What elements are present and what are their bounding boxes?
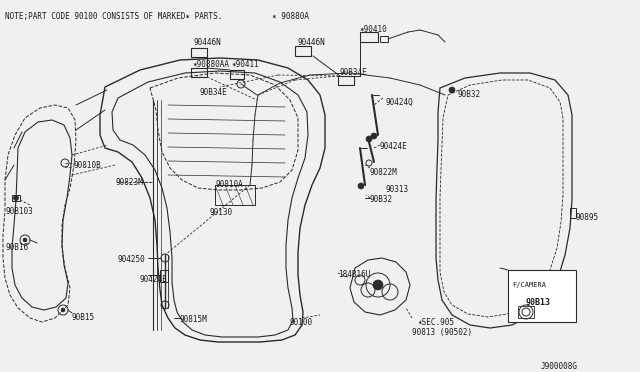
Text: 90810B: 90810B [74, 161, 102, 170]
Text: 90B103: 90B103 [5, 207, 33, 216]
Circle shape [449, 87, 455, 93]
Bar [508, 270, 576, 322]
Bar [12, 195, 20, 201]
Text: ✶90411: ✶90411 [232, 60, 260, 69]
Text: 90895: 90895 [576, 213, 599, 222]
Text: ✶SEC.905: ✶SEC.905 [418, 318, 455, 327]
Text: 90100: 90100 [290, 318, 313, 327]
Text: 90815M: 90815M [180, 315, 208, 324]
Circle shape [13, 196, 19, 201]
Text: 90424E: 90424E [140, 275, 168, 284]
Text: 90B16: 90B16 [5, 243, 28, 252]
Text: ✶90410: ✶90410 [360, 25, 388, 34]
Text: 184B16U: 184B16U [338, 270, 371, 279]
Bar [160, 270, 168, 282]
Bar [338, 76, 354, 85]
Bar [230, 70, 244, 79]
Circle shape [366, 136, 372, 142]
Text: 90446N: 90446N [193, 38, 221, 47]
Bar [360, 32, 378, 42]
Text: 90810A: 90810A [215, 180, 243, 189]
Text: 90B13: 90B13 [526, 298, 551, 307]
Bar [215, 185, 255, 205]
Circle shape [371, 133, 377, 139]
Circle shape [358, 183, 364, 189]
Text: ✶ 90880A: ✶ 90880A [272, 12, 309, 21]
Text: 90130: 90130 [210, 208, 233, 217]
Circle shape [61, 308, 65, 312]
Bar [191, 68, 207, 77]
Text: 90424Q: 90424Q [385, 98, 413, 107]
Bar [570, 208, 576, 218]
Text: 90823M: 90823M [115, 178, 143, 187]
Text: 90B15: 90B15 [72, 313, 95, 322]
Bar [518, 306, 534, 318]
Text: 904250: 904250 [117, 255, 145, 264]
Text: ✶90880AA: ✶90880AA [193, 60, 230, 69]
Text: 90B34E: 90B34E [340, 68, 368, 77]
Text: 90B34E: 90B34E [200, 88, 228, 97]
Bar [191, 48, 207, 57]
Text: J900008G: J900008G [541, 362, 578, 371]
Text: 90446N: 90446N [297, 38, 324, 47]
Bar [295, 46, 311, 56]
Bar [380, 36, 388, 42]
Text: 90822M: 90822M [370, 168, 397, 177]
Text: 90313: 90313 [385, 185, 408, 194]
Circle shape [373, 280, 383, 290]
Text: 90B32: 90B32 [370, 195, 393, 204]
Text: 90424E: 90424E [380, 142, 408, 151]
Circle shape [23, 238, 27, 242]
Text: F/CAMERA: F/CAMERA [512, 282, 546, 288]
Text: NOTE;PART CODE 90100 CONSISTS OF MARKED✶ PARTS.: NOTE;PART CODE 90100 CONSISTS OF MARKED✶… [5, 12, 222, 21]
Text: 90B32: 90B32 [458, 90, 481, 99]
Text: 90813 (90502): 90813 (90502) [412, 328, 472, 337]
